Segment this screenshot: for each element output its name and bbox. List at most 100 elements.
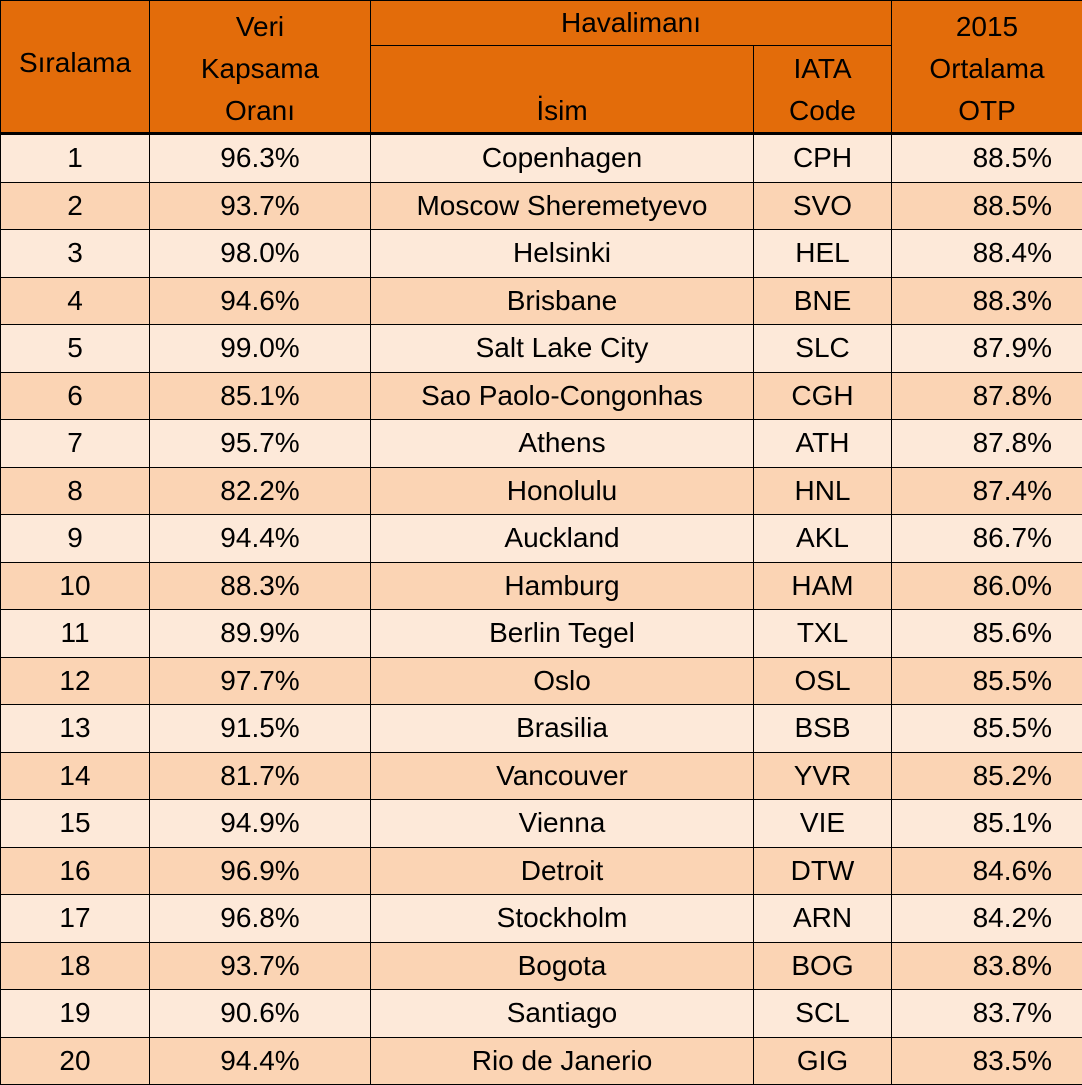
iata-code-cell[interactable]: CGH (754, 372, 892, 420)
coverage-cell[interactable]: 94.9% (150, 800, 371, 848)
coverage-cell[interactable]: 97.7% (150, 657, 371, 705)
rank-cell[interactable]: 15 (1, 800, 150, 848)
airport-name-cell[interactable]: Vancouver (371, 752, 754, 800)
rank-cell[interactable]: 13 (1, 705, 150, 753)
airport-name-cell[interactable]: Rio de Janerio (371, 1037, 754, 1085)
rank-cell[interactable]: 19 (1, 990, 150, 1038)
rank-cell[interactable]: 9 (1, 515, 150, 563)
rank-cell[interactable]: 3 (1, 230, 150, 278)
iata-code-cell[interactable]: HEL (754, 230, 892, 278)
airport-name-cell[interactable]: Stockholm (371, 895, 754, 943)
coverage-cell[interactable]: 96.3% (150, 134, 371, 183)
rank-cell[interactable]: 8 (1, 467, 150, 515)
otp-cell[interactable]: 88.4% (892, 230, 1082, 278)
coverage-cell[interactable]: 98.0% (150, 230, 371, 278)
airport-name-cell[interactable]: Berlin Tegel (371, 610, 754, 658)
coverage-cell[interactable]: 96.9% (150, 847, 371, 895)
otp-cell[interactable]: 86.7% (892, 515, 1082, 563)
otp-cell[interactable]: 87.9% (892, 325, 1082, 373)
iata-code-cell[interactable]: SLC (754, 325, 892, 373)
iata-code-cell[interactable]: BSB (754, 705, 892, 753)
iata-code-cell[interactable]: AKL (754, 515, 892, 563)
coverage-cell[interactable]: 89.9% (150, 610, 371, 658)
rank-cell[interactable]: 11 (1, 610, 150, 658)
iata-code-cell[interactable]: GIG (754, 1037, 892, 1085)
coverage-cell[interactable]: 82.2% (150, 467, 371, 515)
coverage-cell[interactable]: 93.7% (150, 942, 371, 990)
airport-name-cell[interactable]: Salt Lake City (371, 325, 754, 373)
airport-name-cell[interactable]: Detroit (371, 847, 754, 895)
rank-cell[interactable]: 10 (1, 562, 150, 610)
otp-cell[interactable]: 88.5% (892, 134, 1082, 183)
coverage-cell[interactable]: 94.4% (150, 1037, 371, 1085)
airport-name-cell[interactable]: Oslo (371, 657, 754, 705)
otp-cell[interactable]: 83.5% (892, 1037, 1082, 1085)
otp-cell[interactable]: 83.7% (892, 990, 1082, 1038)
rank-cell[interactable]: 7 (1, 420, 150, 468)
coverage-cell[interactable]: 91.5% (150, 705, 371, 753)
rank-cell[interactable]: 6 (1, 372, 150, 420)
airport-name-cell[interactable]: Bogota (371, 942, 754, 990)
rank-cell[interactable]: 16 (1, 847, 150, 895)
rank-cell[interactable]: 17 (1, 895, 150, 943)
airport-name-cell[interactable]: Auckland (371, 515, 754, 563)
otp-cell[interactable]: 85.5% (892, 657, 1082, 705)
rank-cell[interactable]: 1 (1, 134, 150, 183)
airport-name-cell[interactable]: Hamburg (371, 562, 754, 610)
coverage-cell[interactable]: 81.7% (150, 752, 371, 800)
otp-cell[interactable]: 86.0% (892, 562, 1082, 610)
airport-name-cell[interactable]: Honolulu (371, 467, 754, 515)
airport-name-cell[interactable]: Santiago (371, 990, 754, 1038)
iata-code-cell[interactable]: BNE (754, 277, 892, 325)
otp-cell[interactable]: 87.8% (892, 372, 1082, 420)
airport-name-cell[interactable]: Sao Paolo-Congonhas (371, 372, 754, 420)
coverage-cell[interactable]: 95.7% (150, 420, 371, 468)
airport-name-cell[interactable]: Moscow Sheremetyevo (371, 182, 754, 230)
iata-code-cell[interactable]: VIE (754, 800, 892, 848)
iata-code-cell[interactable]: HAM (754, 562, 892, 610)
coverage-cell[interactable]: 93.7% (150, 182, 371, 230)
iata-code-cell[interactable]: ATH (754, 420, 892, 468)
iata-code-cell[interactable]: CPH (754, 134, 892, 183)
coverage-cell[interactable]: 96.8% (150, 895, 371, 943)
otp-cell[interactable]: 87.4% (892, 467, 1082, 515)
coverage-cell[interactable]: 99.0% (150, 325, 371, 373)
iata-code-cell[interactable]: ARN (754, 895, 892, 943)
airport-name-cell[interactable]: Vienna (371, 800, 754, 848)
otp-cell[interactable]: 84.6% (892, 847, 1082, 895)
airport-name-cell[interactable]: Brisbane (371, 277, 754, 325)
rank-cell[interactable]: 4 (1, 277, 150, 325)
iata-code-cell[interactable]: OSL (754, 657, 892, 705)
otp-cell[interactable]: 87.8% (892, 420, 1082, 468)
iata-code-cell[interactable]: YVR (754, 752, 892, 800)
rank-cell[interactable]: 20 (1, 1037, 150, 1085)
iata-code-cell[interactable]: TXL (754, 610, 892, 658)
rank-cell[interactable]: 2 (1, 182, 150, 230)
coverage-cell[interactable]: 85.1% (150, 372, 371, 420)
iata-code-cell[interactable]: HNL (754, 467, 892, 515)
otp-cell[interactable]: 85.5% (892, 705, 1082, 753)
rank-cell[interactable]: 18 (1, 942, 150, 990)
otp-cell[interactable]: 85.1% (892, 800, 1082, 848)
otp-cell[interactable]: 88.5% (892, 182, 1082, 230)
iata-code-cell[interactable]: SVO (754, 182, 892, 230)
rank-cell[interactable]: 12 (1, 657, 150, 705)
iata-code-cell[interactable]: SCL (754, 990, 892, 1038)
airport-name-cell[interactable]: Brasilia (371, 705, 754, 753)
rank-cell[interactable]: 5 (1, 325, 150, 373)
airport-name-cell[interactable]: Copenhagen (371, 134, 754, 183)
iata-code-cell[interactable]: DTW (754, 847, 892, 895)
coverage-cell[interactable]: 94.4% (150, 515, 371, 563)
rank-cell[interactable]: 14 (1, 752, 150, 800)
airport-name-cell[interactable]: Athens (371, 420, 754, 468)
otp-cell[interactable]: 88.3% (892, 277, 1082, 325)
coverage-cell[interactable]: 88.3% (150, 562, 371, 610)
coverage-cell[interactable]: 94.6% (150, 277, 371, 325)
iata-code-cell[interactable]: BOG (754, 942, 892, 990)
airport-name-cell[interactable]: Helsinki (371, 230, 754, 278)
coverage-cell[interactable]: 90.6% (150, 990, 371, 1038)
otp-cell[interactable]: 85.2% (892, 752, 1082, 800)
otp-cell[interactable]: 83.8% (892, 942, 1082, 990)
otp-cell[interactable]: 84.2% (892, 895, 1082, 943)
otp-cell[interactable]: 85.6% (892, 610, 1082, 658)
